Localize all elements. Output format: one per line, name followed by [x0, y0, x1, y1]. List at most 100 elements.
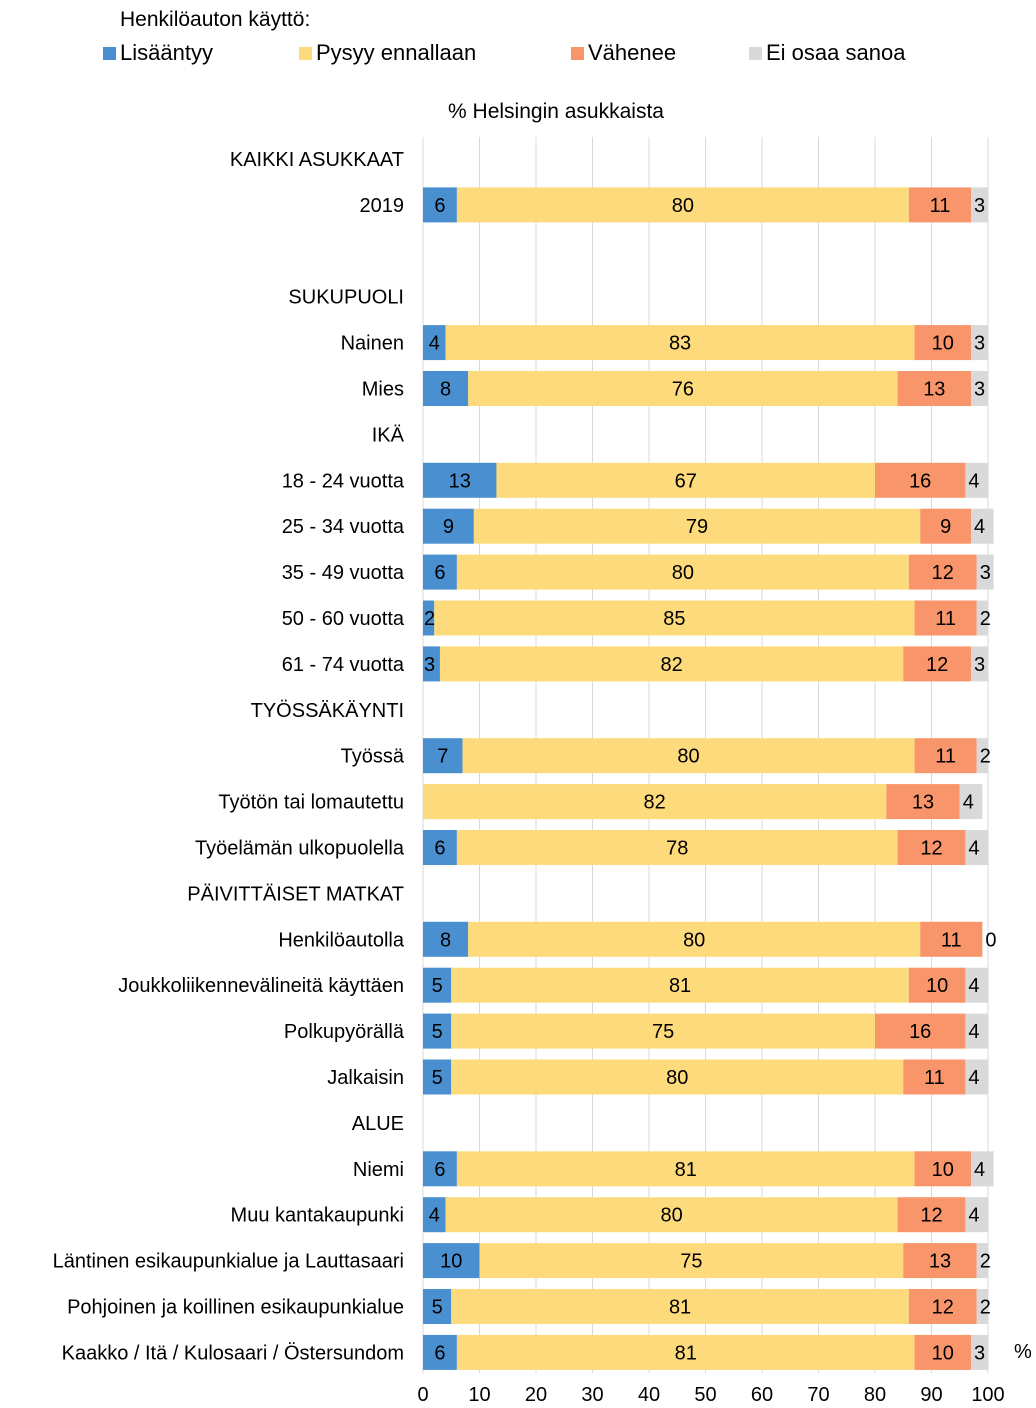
x-tick-label-30: 30: [581, 1384, 603, 1406]
row-label-tyoelaman-ulkopuolella: Työelämän ulkopuolella: [195, 838, 405, 860]
data-label-tyossa-lisaantyy: 7: [437, 746, 448, 768]
bar-25-34-vuotta-ei-osaa-sanoa: [971, 508, 994, 544]
bar-35-49-vuotta-vahenee: [908, 554, 977, 590]
row-label-35-49-vuotta: 35 - 49 vuotta: [282, 562, 405, 584]
bar-2019-ei-osaa-sanoa: [971, 187, 988, 223]
data-label-polkupyoralla-lisaantyy: 5: [432, 1021, 443, 1043]
bar-61-74-vuotta-pysyy-ennallaan: [439, 646, 904, 682]
data-label-jalkaisin-pysyy-ennallaan: 80: [666, 1067, 688, 1089]
row-label-mies: Mies: [362, 379, 404, 401]
data-label-kaakko-ita-kulosaari-ostersundom-pysyy-ennallaan: 81: [675, 1342, 697, 1364]
bar-joukkoliikennevalineita-kayttaen-lisaantyy: [423, 967, 452, 1003]
bar-mies-ei-osaa-sanoa: [971, 371, 988, 406]
bar-muu-kantakaupunki-pysyy-ennallaan: [445, 1197, 898, 1233]
data-label-tyoelaman-ulkopuolella-lisaantyy: 6: [434, 838, 445, 860]
bar-25-34-vuotta-pysyy-ennallaan: [473, 508, 921, 544]
legend-swatch-pysyy-ennallaan: [299, 46, 312, 60]
data-label-35-49-vuotta-pysyy-ennallaan: 80: [672, 562, 694, 584]
data-label-mies-pysyy-ennallaan: 76: [672, 379, 694, 401]
data-label-18-24-vuotta-pysyy-ennallaan: 67: [675, 470, 697, 492]
group-header-paivittaiset-matkat: PÄIVITTÄISET MATKAT: [187, 883, 404, 905]
data-label-henkiloautolla-lisaantyy: 8: [440, 929, 451, 951]
bar-muu-kantakaupunki-lisaantyy: [423, 1197, 446, 1233]
data-label-35-49-vuotta-vahenee: 12: [932, 562, 954, 584]
data-label-joukkoliikennevalineita-kayttaen-vahenee: 10: [926, 975, 948, 997]
bar-niemi-vahenee: [914, 1151, 972, 1187]
data-label-niemi-lisaantyy: 6: [434, 1159, 445, 1181]
row-label-18-24-vuotta: 18 - 24 vuotta: [282, 470, 405, 492]
legend-label-lisaantyy: Lisääntyy: [120, 40, 213, 65]
x-tick-label-70: 70: [807, 1384, 829, 1406]
x-tick-label-100: 100: [971, 1384, 1004, 1406]
data-label-mies-vahenee: 13: [923, 379, 945, 401]
data-label-18-24-vuotta-ei-osaa-sanoa: 4: [968, 470, 979, 492]
legend-label-vahenee: Vähenee: [588, 40, 677, 65]
bar-18-24-vuotta-pysyy-ennallaan: [496, 462, 875, 498]
data-label-niemi-vahenee: 10: [932, 1159, 954, 1181]
bar-tyoton-tai-lomautettu-vahenee: [886, 784, 960, 820]
bar-jalkaisin-lisaantyy: [423, 1059, 452, 1095]
data-label-joukkoliikennevalineita-kayttaen-ei-osaa-sanoa: 4: [968, 975, 979, 997]
data-label-muu-kantakaupunki-ei-osaa-sanoa: 4: [968, 1205, 979, 1227]
data-label-tyoelaman-ulkopuolella-pysyy-ennallaan: 78: [666, 838, 688, 860]
row-label-61-74-vuotta: 61 - 74 vuotta: [282, 654, 405, 676]
bar-2019-lisaantyy: [423, 187, 457, 223]
bar-tyossa-vahenee: [914, 738, 977, 774]
bar-nainen-ei-osaa-sanoa: [971, 325, 988, 361]
chart-legend: Lisääntyy Pysyy ennallaan Vähenee Ei osaa s…: [0, 40, 1036, 70]
data-label-tyoelaman-ulkopuolella-ei-osaa-sanoa: 4: [968, 838, 979, 860]
row-label-lantinen-esikaupunkialue-ja-lauttasaari: Läntinen esikaupunkialue ja Lauttasaari: [53, 1251, 404, 1273]
row-label-muu-kantakaupunki: Muu kantakaupunki: [231, 1205, 404, 1227]
data-label-25-34-vuotta-ei-osaa-sanoa: 4: [974, 516, 985, 538]
data-label-pohjoinen-ja-koillinen-esikaupunkialue-vahenee: 12: [932, 1297, 954, 1319]
legend-label-pysyy-ennallaan: Pysyy ennallaan: [316, 40, 477, 65]
bar-jalkaisin-vahenee: [903, 1059, 966, 1095]
data-label-61-74-vuotta-pysyy-ennallaan: 82: [660, 654, 682, 676]
bar-jalkaisin-ei-osaa-sanoa: [965, 1059, 988, 1095]
data-label-joukkoliikennevalineita-kayttaen-pysyy-ennallaan: 81: [669, 975, 691, 997]
bar-lantinen-esikaupunkialue-ja-lauttasaari-vahenee: [903, 1243, 977, 1279]
bar-kaakko-ita-kulosaari-ostersundom-pysyy-ennallaan: [456, 1334, 915, 1370]
chart-subtitle: % Helsingin asukkaista: [448, 100, 664, 123]
bar-polkupyoralla-vahenee: [875, 1013, 966, 1049]
x-tick-label-40: 40: [638, 1384, 660, 1406]
data-label-nainen-vahenee: 10: [932, 333, 954, 355]
group-header-sukupuoli: SUKUPUOLI: [288, 287, 404, 309]
data-label-tyossa-vahenee: 11: [935, 746, 956, 768]
legend-title: Henkilöauton käyttö:: [120, 8, 311, 31]
bar-mies-pysyy-ennallaan: [468, 371, 898, 406]
bar-lantinen-esikaupunkialue-ja-lauttasaari-pysyy-ennallaan: [479, 1243, 904, 1279]
row-label-tyoton-tai-lomautettu: Työtön tai lomautettu: [218, 792, 404, 814]
bar-jalkaisin-pysyy-ennallaan: [451, 1059, 904, 1095]
data-label-25-34-vuotta-vahenee: 9: [940, 516, 951, 538]
data-label-pohjoinen-ja-koillinen-esikaupunkialue-ei-osaa-sanoa: 2: [980, 1297, 991, 1319]
row-label-pohjoinen-ja-koillinen-esikaupunkialue: Pohjoinen ja koillinen esikaupunkialue: [67, 1297, 404, 1319]
data-label-kaakko-ita-kulosaari-ostersundom-ei-osaa-sanoa: 3: [974, 1342, 985, 1364]
data-label-tyossa-pysyy-ennallaan: 80: [677, 746, 699, 768]
data-label-nainen-ei-osaa-sanoa: 3: [974, 333, 985, 355]
data-label-pohjoinen-ja-koillinen-esikaupunkialue-pysyy-ennallaan: 81: [669, 1297, 691, 1319]
bar-18-24-vuotta-vahenee: [875, 462, 966, 498]
bar-nainen-vahenee: [914, 325, 972, 361]
bar-18-24-vuotta-lisaantyy: [423, 462, 497, 498]
bar-18-24-vuotta-ei-osaa-sanoa: [965, 462, 988, 498]
bar-muu-kantakaupunki-ei-osaa-sanoa: [965, 1197, 988, 1233]
row-label-nainen: Nainen: [341, 333, 404, 355]
data-label-18-24-vuotta-lisaantyy: 13: [449, 470, 471, 492]
data-label-polkupyoralla-vahenee: 16: [909, 1021, 931, 1043]
data-label-tyoton-tai-lomautettu-ei-osaa-sanoa: 4: [963, 792, 974, 814]
bar-lantinen-esikaupunkialue-ja-lauttasaari-lisaantyy: [423, 1243, 480, 1279]
bar-35-49-vuotta-lisaantyy: [423, 554, 457, 590]
data-label-2019-lisaantyy: 6: [434, 195, 445, 217]
data-label-25-34-vuotta-lisaantyy: 9: [443, 516, 454, 538]
bar-61-74-vuotta-lisaantyy: [423, 646, 440, 682]
bar-henkiloautolla-vahenee: [920, 921, 983, 957]
row-label-kaakko-ita-kulosaari-ostersundom: Kaakko / Itä / Kulosaari / Östersundom: [62, 1342, 404, 1364]
legend-swatch-vahenee: [571, 46, 584, 60]
data-label-niemi-ei-osaa-sanoa: 4: [974, 1159, 985, 1181]
data-label-muu-kantakaupunki-lisaantyy: 4: [429, 1205, 440, 1227]
data-label-mies-ei-osaa-sanoa: 3: [974, 379, 985, 401]
legend-item-lisaantyy: Lisääntyy: [103, 40, 213, 66]
bar-nainen-pysyy-ennallaan: [445, 325, 915, 361]
